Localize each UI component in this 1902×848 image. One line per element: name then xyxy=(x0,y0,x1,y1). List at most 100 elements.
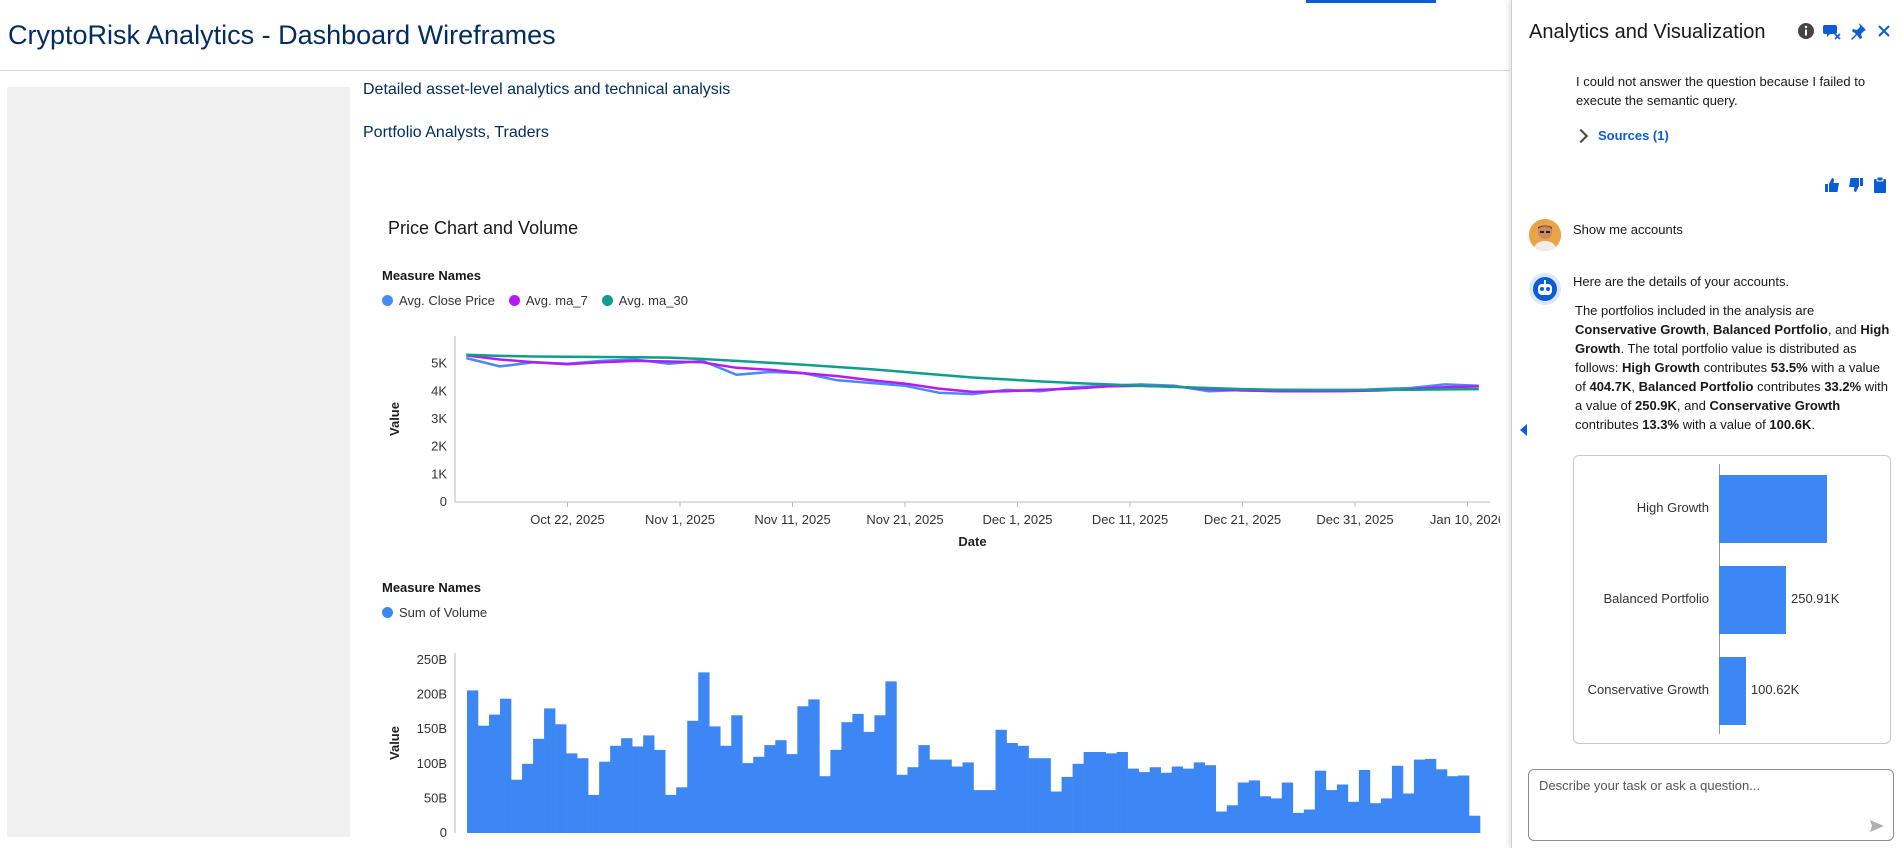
volume-bar[interactable] xyxy=(1050,791,1062,834)
volume-bar[interactable] xyxy=(709,726,721,833)
volume-bar[interactable] xyxy=(698,672,710,833)
volume-bar[interactable] xyxy=(1303,809,1316,834)
volume-bar[interactable] xyxy=(1182,768,1195,833)
thumbs-up-icon[interactable] xyxy=(1823,176,1841,194)
volume-bar[interactable] xyxy=(1259,796,1272,833)
volume-bar[interactable] xyxy=(1369,803,1382,833)
volume-bar[interactable] xyxy=(1006,743,1018,833)
volume-bar[interactable] xyxy=(1325,790,1338,833)
new-chat-icon[interactable] xyxy=(1823,22,1841,40)
volume-bar[interactable] xyxy=(1226,805,1239,833)
line-legend-item[interactable]: Avg. ma_7 xyxy=(508,293,588,308)
volume-bar[interactable] xyxy=(1292,812,1305,833)
volume-bar[interactable] xyxy=(1391,765,1404,833)
volume-bar[interactable] xyxy=(962,762,974,833)
volume-bar[interactable] xyxy=(632,746,644,834)
volume-bar[interactable] xyxy=(852,713,864,833)
volume-bar[interactable] xyxy=(1215,811,1228,834)
collapse-panel-icon[interactable] xyxy=(1520,424,1527,436)
pin-icon[interactable] xyxy=(1849,22,1867,40)
volume-bar[interactable] xyxy=(687,720,699,833)
series-line[interactable] xyxy=(466,353,1479,392)
portfolio-bar[interactable] xyxy=(1719,566,1786,634)
volume-bar[interactable] xyxy=(1149,767,1161,833)
volume-bar[interactable] xyxy=(665,794,677,833)
volume-bar[interactable] xyxy=(797,706,809,833)
volume-bar[interactable] xyxy=(1248,780,1261,833)
volume-bar[interactable] xyxy=(1336,784,1349,834)
volume-bar[interactable] xyxy=(544,708,556,833)
volume-bar[interactable] xyxy=(1138,772,1150,833)
volume-bar[interactable] xyxy=(467,690,479,833)
volume-bar[interactable] xyxy=(676,787,688,833)
series-line[interactable] xyxy=(466,354,1479,394)
volume-bar[interactable] xyxy=(863,731,875,833)
volume-bar-chart[interactable]: 0 50B 100B 150B 200B 250B Value xyxy=(370,640,1500,840)
volume-bar[interactable] xyxy=(621,738,633,833)
volume-bar[interactable] xyxy=(478,725,490,833)
volume-bar[interactable] xyxy=(1281,782,1294,834)
volume-bar[interactable] xyxy=(566,753,578,833)
volume-bar[interactable] xyxy=(786,754,798,833)
volume-bar[interactable] xyxy=(1380,798,1393,833)
send-icon[interactable] xyxy=(1869,818,1885,834)
volume-bar[interactable] xyxy=(1358,770,1371,833)
volume-bar[interactable] xyxy=(720,745,732,833)
volume-bar[interactable] xyxy=(555,724,567,833)
volume-bar[interactable] xyxy=(1039,758,1051,833)
volume-bar[interactable] xyxy=(808,699,820,833)
volume-bar[interactable] xyxy=(951,766,963,834)
volume-bar[interactable] xyxy=(1413,759,1426,833)
volume-bar[interactable] xyxy=(1193,762,1206,833)
volume-bar[interactable] xyxy=(1347,801,1360,833)
volume-bar[interactable] xyxy=(1424,758,1437,833)
volume-bar[interactable] xyxy=(1402,793,1415,834)
volume-bar[interactable] xyxy=(654,749,666,833)
volume-bar[interactable] xyxy=(1017,745,1029,833)
volume-bar[interactable] xyxy=(918,745,930,833)
volume-bar[interactable] xyxy=(643,735,655,833)
volume-bar[interactable] xyxy=(1083,752,1095,833)
close-icon[interactable] xyxy=(1875,22,1893,40)
volume-bar[interactable] xyxy=(1171,766,1184,834)
volume-bar[interactable] xyxy=(500,698,512,833)
portfolio-bar[interactable] xyxy=(1719,475,1827,543)
portfolio-bar-chart[interactable]: High Growth Balanced Portfolio 250.91K Cons… xyxy=(1573,455,1891,744)
volume-bar[interactable] xyxy=(1435,769,1448,833)
volume-bar[interactable] xyxy=(1270,798,1283,833)
volume-bar[interactable] xyxy=(1094,752,1106,833)
volume-bar[interactable] xyxy=(511,779,523,833)
volume-bar[interactable] xyxy=(874,715,886,833)
volume-bar[interactable] xyxy=(599,761,611,833)
volume-bar[interactable] xyxy=(973,790,985,833)
volume-bar[interactable] xyxy=(995,729,1007,833)
volume-bar[interactable] xyxy=(885,681,897,833)
price-line-chart[interactable]: 0 1K 2K 3K 4K 5K Oct 22, 2025 Nov 1, 2025 Nov 11… xyxy=(370,318,1500,578)
volume-bar[interactable] xyxy=(896,774,908,833)
volume-bar[interactable] xyxy=(1446,776,1459,833)
volume-bar[interactable] xyxy=(1116,752,1128,833)
volume-legend-item[interactable]: Sum of Volume xyxy=(382,605,487,620)
clipboard-icon[interactable] xyxy=(1871,176,1889,194)
volume-bar[interactable] xyxy=(929,759,941,833)
volume-bar[interactable] xyxy=(1237,782,1250,834)
volume-bar[interactable] xyxy=(742,763,754,833)
volume-bar[interactable] xyxy=(1127,768,1139,833)
volume-bar[interactable] xyxy=(1314,770,1327,833)
portfolio-bar[interactable] xyxy=(1719,657,1746,725)
volume-bar[interactable] xyxy=(1072,763,1084,833)
volume-bar[interactable] xyxy=(907,767,919,833)
line-legend-item[interactable]: Avg. Close Price xyxy=(382,293,495,308)
volume-bar[interactable] xyxy=(522,763,534,833)
volume-bar[interactable] xyxy=(588,794,600,833)
volume-bar[interactable] xyxy=(489,714,501,833)
thumbs-down-icon[interactable] xyxy=(1847,176,1865,194)
volume-bar[interactable] xyxy=(1468,815,1481,833)
volume-bar[interactable] xyxy=(775,740,787,833)
volume-bar[interactable] xyxy=(841,722,853,833)
volume-bar[interactable] xyxy=(610,745,622,833)
volume-bar[interactable] xyxy=(1204,765,1217,833)
volume-bar[interactable] xyxy=(819,776,831,833)
volume-bar[interactable] xyxy=(1061,776,1073,833)
volume-bar[interactable] xyxy=(533,738,545,833)
